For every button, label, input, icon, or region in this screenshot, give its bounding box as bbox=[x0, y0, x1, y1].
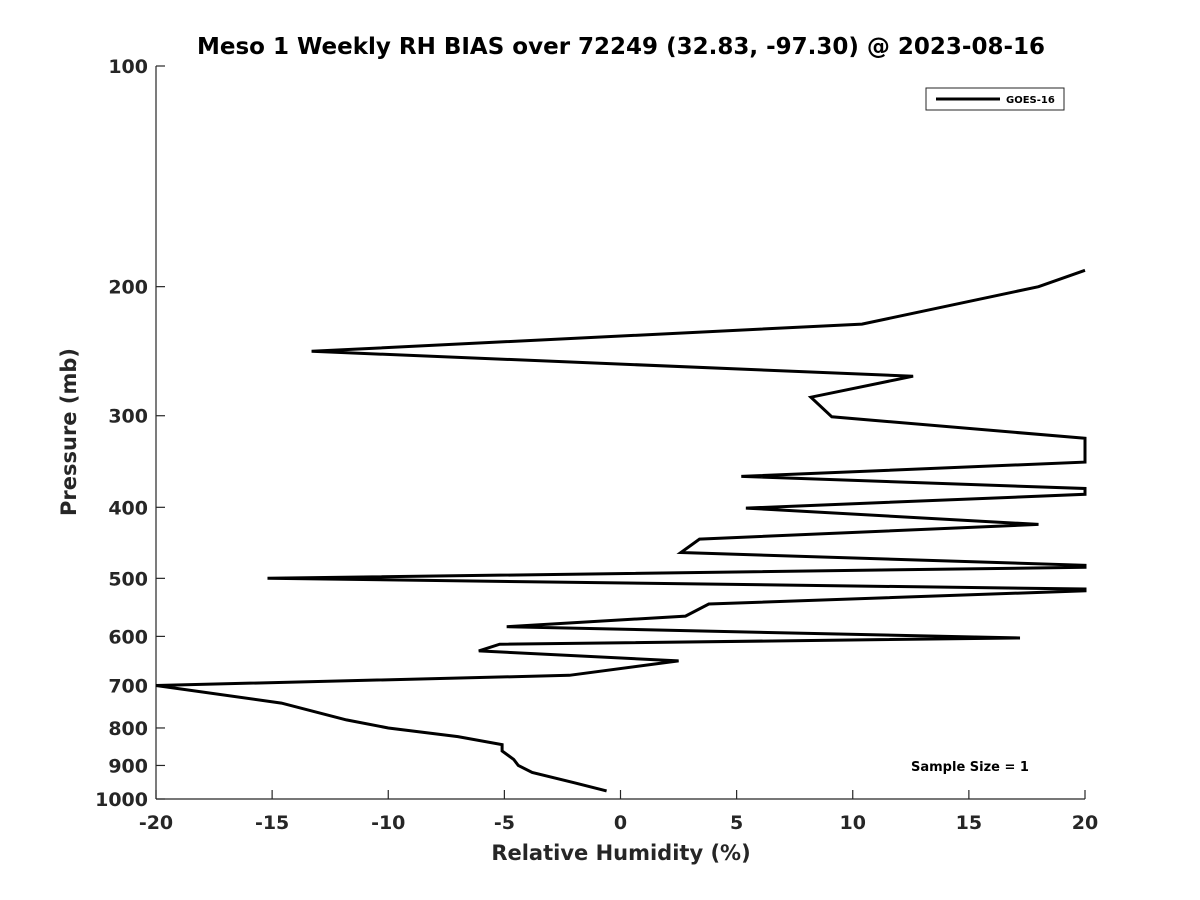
legend-label: GOES-16 bbox=[1006, 95, 1055, 106]
axes bbox=[155, 66, 1085, 800]
y-ticks: 100 200 300 400 500 600 700 800 900 1000 bbox=[95, 56, 165, 811]
y-tick-label: 900 bbox=[108, 755, 148, 777]
y-tick-label: 800 bbox=[108, 718, 148, 740]
legend: GOES-16 bbox=[925, 87, 1065, 111]
chart-title: Meso 1 Weekly RH BIAS over 72249 (32.83,… bbox=[197, 34, 1045, 60]
sample-size-annotation: Sample Size = 1 bbox=[911, 760, 1029, 775]
x-ticks: -20 -15 -10 -5 0 5 10 15 20 bbox=[139, 790, 1098, 834]
x-tick-label: 15 bbox=[956, 812, 982, 834]
x-tick-label: 20 bbox=[1072, 812, 1098, 834]
series-line-goes-16 bbox=[155, 268, 1087, 793]
y-tick-label: 500 bbox=[108, 568, 148, 590]
series-layer bbox=[155, 268, 1087, 793]
x-tick-label: 5 bbox=[730, 812, 743, 834]
x-tick-label: -15 bbox=[255, 812, 289, 834]
y-axis-label: Pressure (mb) bbox=[57, 348, 81, 516]
x-tick-label: 10 bbox=[840, 812, 866, 834]
y-tick-label: 700 bbox=[108, 675, 148, 697]
y-tick-label: 600 bbox=[108, 626, 148, 648]
x-tick-label: -20 bbox=[139, 812, 173, 834]
x-tick-label: -5 bbox=[494, 812, 515, 834]
y-tick-label: 400 bbox=[108, 497, 148, 519]
y-tick-label: 1000 bbox=[95, 789, 148, 811]
x-tick-label: -10 bbox=[371, 812, 405, 834]
y-tick-label: 100 bbox=[108, 56, 148, 78]
x-tick-label: 0 bbox=[614, 812, 627, 834]
y-tick-label: 300 bbox=[108, 406, 148, 428]
y-tick-label: 200 bbox=[108, 277, 148, 299]
x-axis-label: Relative Humidity (%) bbox=[491, 841, 750, 865]
